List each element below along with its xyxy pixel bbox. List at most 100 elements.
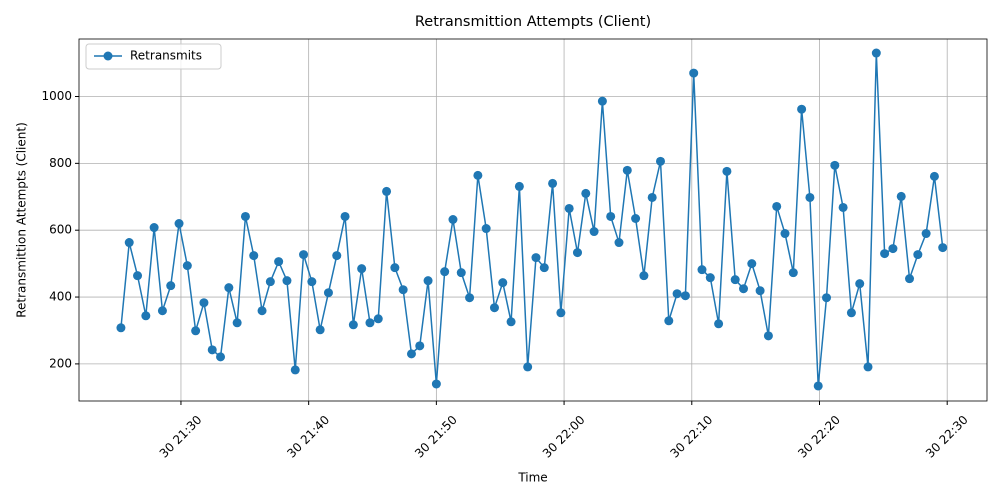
- data-point: [747, 259, 757, 269]
- data-point: [191, 326, 201, 336]
- data-point: [166, 281, 176, 291]
- y-axis-label: Retransmittion Attempts (Client): [15, 122, 29, 318]
- data-point: [589, 227, 599, 237]
- data-point: [456, 268, 466, 278]
- data-point: [332, 251, 342, 261]
- data-point: [282, 276, 292, 286]
- data-point: [722, 166, 732, 176]
- data-point: [622, 165, 632, 175]
- data-point: [755, 286, 765, 296]
- data-point: [431, 379, 441, 389]
- y-tick-label: 200: [49, 356, 72, 370]
- data-point: [664, 316, 674, 326]
- data-point: [938, 243, 948, 253]
- data-point: [929, 171, 939, 181]
- y-tick-label: 400: [49, 290, 72, 304]
- data-point: [597, 96, 607, 106]
- data-point: [913, 250, 923, 260]
- legend: Retransmits: [85, 43, 222, 70]
- data-point: [307, 277, 317, 287]
- data-point: [373, 314, 383, 324]
- legend-marker: [103, 51, 113, 61]
- data-point: [763, 331, 773, 341]
- data-point: [830, 160, 840, 170]
- data-point: [581, 188, 591, 198]
- data-point: [880, 249, 890, 259]
- data-point: [224, 283, 234, 293]
- data-point: [423, 276, 433, 286]
- data-point: [539, 263, 549, 273]
- data-point: [863, 362, 873, 372]
- data-point: [265, 277, 275, 287]
- y-tick-label: 800: [49, 156, 72, 170]
- data-point: [116, 323, 126, 333]
- data-point: [141, 311, 151, 321]
- data-point: [805, 192, 815, 202]
- data-point: [465, 293, 475, 303]
- data-point: [207, 345, 217, 355]
- data-point: [888, 244, 898, 254]
- data-point: [896, 191, 906, 201]
- data-point: [390, 263, 400, 273]
- data-point: [572, 248, 582, 258]
- data-point: [232, 318, 242, 328]
- data-point: [631, 213, 641, 223]
- y-tick-label: 1000: [41, 89, 72, 103]
- data-point: [216, 352, 226, 362]
- legend-label: Retransmits: [130, 49, 202, 63]
- data-point: [739, 284, 749, 294]
- data-point: [174, 219, 184, 229]
- data-point: [440, 267, 450, 277]
- data-point: [481, 224, 491, 234]
- data-point: [124, 238, 134, 248]
- data-point: [182, 261, 192, 271]
- data-point: [348, 320, 358, 330]
- data-point: [855, 279, 865, 289]
- data-point: [606, 211, 616, 221]
- data-point: [680, 291, 690, 301]
- data-point: [274, 257, 284, 267]
- data-point: [531, 253, 541, 263]
- axes-frame: [78, 38, 988, 402]
- data-point: [797, 104, 807, 114]
- data-line: [120, 53, 944, 387]
- data-point: [647, 192, 657, 202]
- data-point: [498, 278, 508, 288]
- data-point: [655, 156, 665, 166]
- chart-title: Retransmittion Attempts (Client): [415, 14, 651, 30]
- data-point: [514, 181, 524, 191]
- y-tick-label: 600: [49, 223, 72, 237]
- data-point: [299, 250, 309, 260]
- x-axis-label: Time: [517, 471, 547, 485]
- data-point: [290, 365, 300, 375]
- data-point: [564, 203, 574, 213]
- data-point: [697, 265, 707, 275]
- data-point: [772, 201, 782, 211]
- data-point: [846, 308, 856, 318]
- data-point: [340, 211, 350, 221]
- data-point: [473, 170, 483, 180]
- data-point: [489, 303, 499, 313]
- legend-box: [85, 43, 222, 70]
- data-point: [357, 264, 367, 274]
- data-point: [639, 271, 649, 281]
- data-point: [415, 341, 425, 351]
- data-point: [780, 229, 790, 239]
- data-point: [406, 349, 416, 359]
- data-point: [506, 317, 516, 327]
- data-point: [249, 251, 259, 261]
- data-point: [149, 223, 159, 233]
- data-point: [382, 186, 392, 196]
- data-point: [921, 229, 931, 239]
- data-point: [157, 306, 167, 316]
- data-point: [556, 308, 566, 318]
- data-point: [448, 214, 458, 224]
- data-point: [788, 268, 798, 278]
- data-point: [240, 211, 250, 221]
- data-point: [838, 202, 848, 212]
- data-point: [714, 319, 724, 329]
- data-point: [548, 178, 558, 188]
- data-point: [257, 306, 267, 316]
- data-point: [730, 275, 740, 285]
